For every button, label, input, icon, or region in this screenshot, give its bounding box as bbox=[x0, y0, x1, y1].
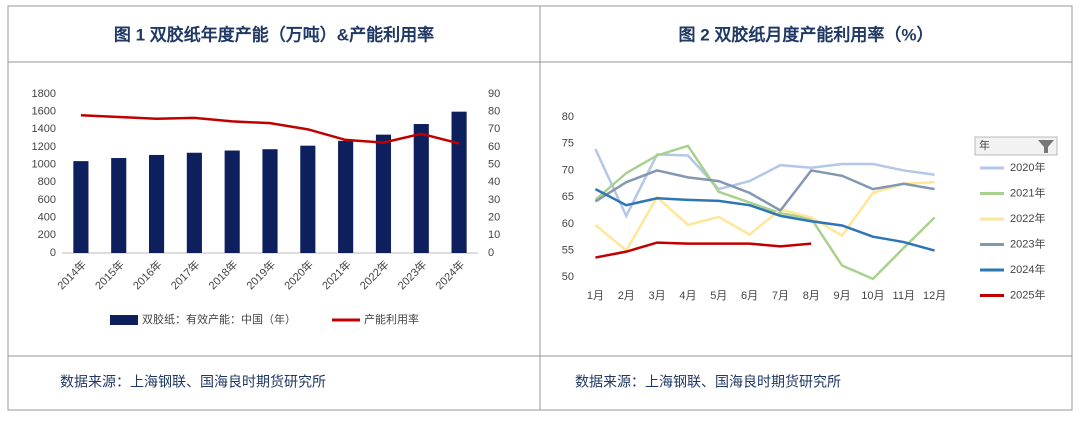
x-tick-label: 5月 bbox=[710, 290, 727, 302]
bar bbox=[111, 158, 127, 253]
x-tick-label: 2021年 bbox=[319, 257, 354, 292]
x-tick-label: 9月 bbox=[834, 290, 851, 302]
legend-label: 2021年 bbox=[1010, 185, 1045, 199]
x-tick-label: 6月 bbox=[741, 290, 758, 302]
y-tick-label: 800 bbox=[38, 176, 56, 188]
bar bbox=[262, 149, 278, 253]
source: 数据来源：上海钢联、国海良时期货研究所 bbox=[575, 374, 841, 390]
legend-label: 2025年 bbox=[1010, 287, 1045, 301]
y-tick-label: 400 bbox=[38, 212, 56, 224]
y2-tick-label: 90 bbox=[488, 88, 500, 100]
x-tick-label: 2019年 bbox=[243, 257, 278, 292]
line bbox=[594, 169, 935, 213]
x-tick-label: 2016年 bbox=[130, 257, 165, 292]
legend-label: 2023年 bbox=[1010, 236, 1045, 250]
x-tick-label: 12月 bbox=[923, 290, 946, 302]
legend-title: 年 bbox=[979, 138, 990, 152]
bar bbox=[186, 152, 202, 253]
chart-title: 图 2 双胶纸月度产能利用率（%） bbox=[678, 24, 933, 44]
y2-tick-label: 60 bbox=[488, 141, 500, 153]
legend-swatch bbox=[110, 315, 138, 325]
source: 数据来源：上海钢联、国海良时期货研究所 bbox=[60, 374, 326, 390]
y-tick-label: 50 bbox=[562, 271, 574, 283]
legend-label: 双胶纸：有效产能：中国（年） bbox=[142, 312, 296, 326]
bar bbox=[224, 150, 240, 253]
x-tick-label: 2022年 bbox=[357, 257, 392, 292]
y-tick-label: 70 bbox=[562, 164, 574, 176]
y2-tick-label: 0 bbox=[488, 247, 494, 259]
y2-tick-label: 10 bbox=[488, 229, 500, 241]
y2-tick-label: 20 bbox=[488, 212, 500, 224]
y2-tick-label: 50 bbox=[488, 159, 500, 171]
bar bbox=[451, 111, 467, 254]
y-tick-label: 1000 bbox=[32, 159, 56, 171]
x-tick-label: 2023年 bbox=[394, 257, 429, 292]
legend-label: 2024年 bbox=[1010, 262, 1045, 276]
x-tick-label: 2020年 bbox=[281, 257, 316, 292]
line bbox=[80, 113, 460, 145]
y-tick-label: 0 bbox=[50, 247, 56, 259]
y-tick-label: 60 bbox=[562, 218, 574, 230]
y-tick-label: 1200 bbox=[32, 141, 56, 153]
x-tick-label: 2015年 bbox=[92, 257, 127, 292]
y2-tick-label: 70 bbox=[488, 123, 500, 135]
line bbox=[595, 241, 812, 259]
x-tick-label: 2024年 bbox=[432, 257, 467, 292]
x-tick-label: 7月 bbox=[772, 290, 789, 302]
bar bbox=[375, 134, 392, 253]
line bbox=[594, 188, 935, 252]
x-tick-label: 8月 bbox=[803, 290, 820, 302]
line bbox=[594, 148, 935, 219]
x-tick-label: 3月 bbox=[649, 290, 666, 302]
line bbox=[594, 180, 935, 253]
x-tick-label: 4月 bbox=[679, 290, 696, 302]
bar bbox=[300, 145, 316, 253]
bar bbox=[73, 161, 89, 253]
chart-title: 图 1 双胶纸年度产能（万吨）&产能利用率 bbox=[114, 24, 434, 44]
y-tick-label: 1600 bbox=[32, 106, 56, 118]
y2-tick-label: 80 bbox=[488, 106, 500, 118]
line bbox=[594, 144, 936, 281]
y-tick-label: 200 bbox=[38, 229, 56, 241]
y2-tick-label: 30 bbox=[488, 194, 500, 206]
legend-label: 产能利用率 bbox=[364, 312, 419, 326]
x-tick-label: 2014年 bbox=[54, 257, 89, 292]
x-tick-label: 2018年 bbox=[205, 257, 240, 292]
bar bbox=[413, 124, 429, 254]
y-tick-label: 65 bbox=[562, 191, 574, 203]
x-tick-label: 10月 bbox=[861, 290, 884, 302]
filter-icon bbox=[1038, 140, 1054, 153]
y-tick-label: 1800 bbox=[32, 88, 56, 100]
legend-label: 2020年 bbox=[1010, 160, 1045, 174]
x-tick-label: 1月 bbox=[587, 290, 604, 302]
bar bbox=[338, 140, 354, 253]
y-tick-label: 75 bbox=[562, 138, 574, 150]
bar bbox=[148, 154, 165, 253]
y-tick-label: 80 bbox=[562, 111, 574, 123]
y-tick-label: 55 bbox=[562, 245, 574, 257]
y-tick-label: 600 bbox=[38, 194, 56, 206]
legend-label: 2022年 bbox=[1010, 211, 1045, 225]
x-tick-label: 2月 bbox=[618, 290, 635, 302]
x-tick-label: 2017年 bbox=[168, 257, 203, 292]
y-tick-label: 1400 bbox=[32, 123, 56, 135]
x-tick-label: 11月 bbox=[893, 290, 915, 302]
y2-tick-label: 40 bbox=[488, 176, 500, 188]
legend-header bbox=[974, 136, 1058, 156]
